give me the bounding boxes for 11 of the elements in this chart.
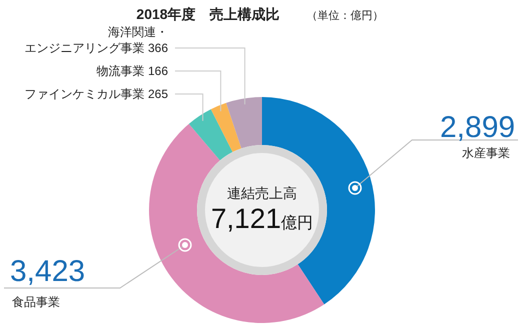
text: 連結売上高 [227, 185, 297, 201]
data-label: 3,423 [10, 255, 86, 288]
slice-label: 食品事業 [12, 295, 60, 309]
slice-label: 海洋関連・エンジニアリング事業 366 [24, 25, 168, 55]
text: 7,121億円 [210, 203, 314, 234]
chart-title: 2018年度 売上構成比 [136, 6, 280, 22]
slice-label: ファインケミカル事業 265 [24, 87, 168, 101]
slice-label: 物流事業 166 [96, 64, 168, 78]
slice-label: 水産事業 [462, 146, 510, 160]
data-label: 2,899 [440, 111, 516, 144]
chart-subtitle: （単位：億円） [306, 9, 384, 22]
